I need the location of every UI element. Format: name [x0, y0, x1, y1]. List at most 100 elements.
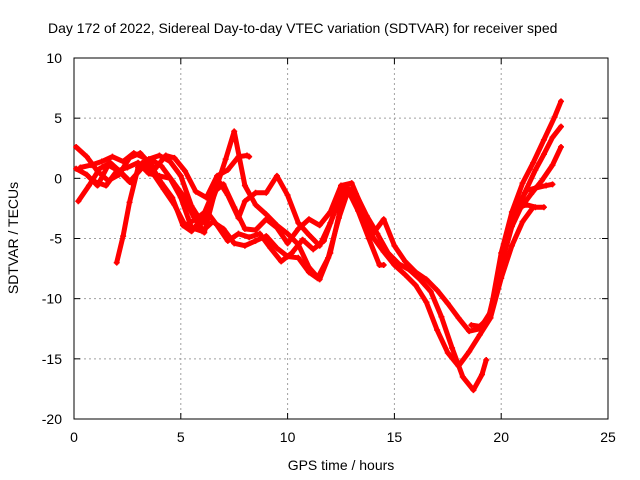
data-point — [241, 182, 248, 189]
y-tick-label: -5 — [50, 231, 63, 247]
data-point — [182, 222, 189, 229]
data-point — [241, 225, 248, 232]
data-point — [365, 235, 372, 242]
data-point — [406, 266, 413, 273]
data-point — [485, 314, 492, 321]
data-point — [135, 159, 142, 166]
data-point — [284, 240, 291, 247]
data-point — [335, 215, 342, 222]
data-point — [444, 349, 451, 356]
data-point — [216, 178, 223, 185]
data-point — [528, 190, 535, 197]
data-point — [188, 203, 195, 210]
data-point — [199, 219, 206, 226]
data-point — [305, 269, 312, 276]
data-point — [459, 373, 466, 380]
data-point — [395, 260, 402, 267]
data-point — [273, 172, 280, 179]
data-point — [171, 201, 178, 208]
y-axis-label: SDTVAR / TECUs — [5, 182, 21, 294]
data-point — [540, 151, 547, 158]
x-tick-label: 15 — [387, 429, 403, 445]
data-point — [224, 166, 231, 173]
data-point — [231, 128, 238, 135]
data-point — [83, 171, 90, 178]
data-point — [252, 237, 259, 244]
data-point — [171, 154, 178, 161]
data-point — [145, 170, 152, 177]
data-point — [423, 276, 430, 283]
y-tick-label: 10 — [46, 50, 62, 66]
data-point — [558, 123, 565, 130]
data-point — [263, 211, 270, 218]
data-point — [299, 236, 306, 243]
x-tick-label: 20 — [493, 429, 509, 445]
data-point — [295, 219, 302, 226]
data-series-track-6 — [92, 159, 351, 282]
data-point — [558, 144, 565, 151]
data-point — [478, 371, 485, 378]
data-point — [476, 331, 483, 338]
data-point — [402, 258, 409, 265]
data-point — [483, 357, 490, 364]
data-point — [284, 230, 291, 237]
x-tick-label: 0 — [70, 429, 78, 445]
data-point — [263, 189, 270, 196]
data-point — [540, 204, 547, 211]
data-point — [519, 180, 526, 187]
data-point — [316, 222, 323, 229]
data-point — [466, 328, 473, 335]
data-point — [182, 168, 189, 175]
data-point — [214, 172, 221, 179]
grid — [74, 58, 608, 419]
data-point — [391, 242, 398, 249]
data-point — [363, 212, 370, 219]
data-point — [402, 271, 409, 278]
data-series-track-7 — [468, 181, 556, 330]
data-point — [314, 275, 321, 282]
data-point — [338, 182, 344, 189]
series-trace — [77, 150, 252, 201]
data-point — [455, 314, 462, 321]
data-point — [241, 198, 248, 205]
data-point — [316, 242, 323, 249]
data-point — [273, 222, 280, 229]
data-point — [73, 165, 80, 172]
data-point — [263, 233, 270, 240]
data-point — [246, 234, 253, 241]
y-ticks: -20 -15 -10 -5 0 5 10 — [42, 50, 608, 427]
data-point — [374, 230, 381, 237]
data-point — [532, 204, 539, 211]
data-point — [540, 136, 547, 143]
data-point — [355, 207, 362, 214]
data-point — [476, 323, 483, 330]
data-point — [152, 165, 159, 172]
data-point — [305, 231, 312, 238]
data-point — [73, 144, 80, 151]
data-point — [273, 245, 280, 252]
data-point — [412, 282, 419, 289]
data-series-track-5 — [77, 150, 253, 201]
data-point — [470, 387, 477, 394]
data-point — [126, 199, 133, 206]
data-point — [468, 322, 475, 329]
data-point — [380, 216, 387, 223]
data-point — [156, 152, 163, 159]
data-point — [538, 177, 545, 184]
data-point — [491, 294, 498, 301]
series-group — [73, 98, 565, 394]
data-point — [109, 153, 116, 160]
data-point — [551, 113, 558, 120]
y-tick-label: 5 — [54, 110, 62, 126]
x-axis-label: GPS time / hours — [288, 457, 395, 473]
data-series-track-4 — [113, 152, 387, 268]
data-point — [124, 164, 131, 171]
x-tick-label: 25 — [600, 429, 616, 445]
data-series-track-3 — [75, 159, 490, 394]
data-point — [310, 246, 317, 253]
data-point — [96, 165, 103, 172]
data-point — [327, 219, 334, 226]
y-tick-label: -15 — [42, 351, 62, 367]
chart-title: Day 172 of 2022, Sidereal Day-to-day VTE… — [48, 20, 557, 36]
